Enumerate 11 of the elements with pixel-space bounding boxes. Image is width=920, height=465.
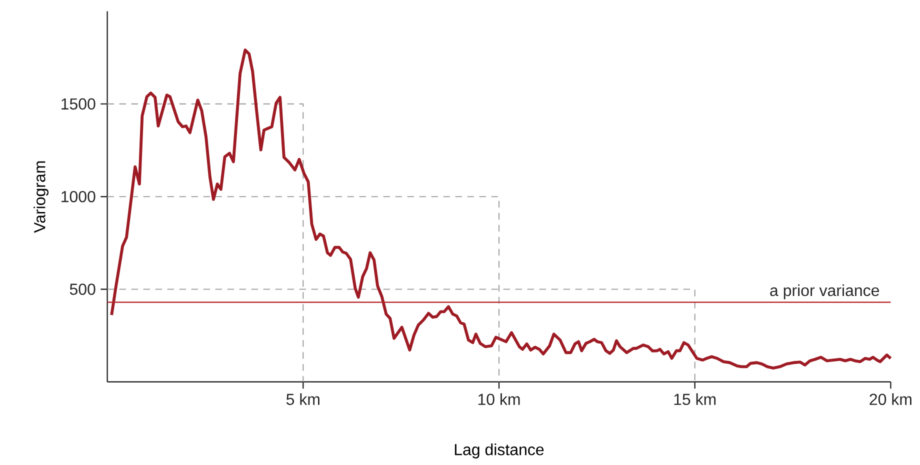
y-tick-label: 500: [70, 284, 96, 295]
line-series: [110, 48, 892, 370]
y-tick-label: 1500: [62, 98, 96, 110]
x-tick-label: 5 km: [286, 393, 320, 406]
y-axis-title: Variogram: [34, 161, 49, 233]
x-tick-label: 15 km: [674, 393, 716, 406]
x-axis-title: Lag distance: [454, 444, 544, 458]
x-tick-label: 20 km: [870, 393, 912, 406]
y-tick-label: 1000: [62, 190, 96, 202]
x-tick-label: 10 km: [478, 393, 520, 406]
ref-line-label: a prior variance: [770, 284, 880, 300]
